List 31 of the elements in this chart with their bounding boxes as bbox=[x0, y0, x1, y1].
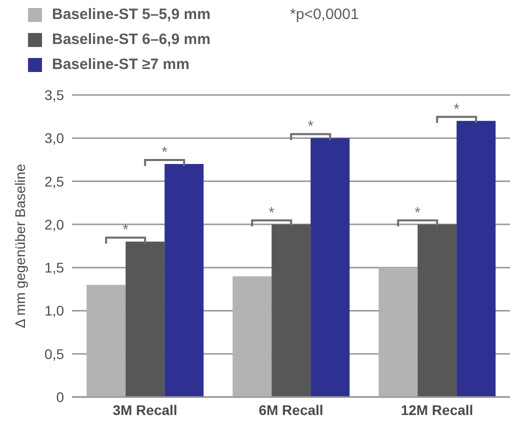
bar bbox=[86, 284, 126, 397]
y-tick-label: 3,0 bbox=[44, 130, 64, 146]
y-tick-label: 2,5 bbox=[44, 173, 64, 190]
annotation: * bbox=[454, 100, 460, 118]
y-axis-title: Δ mm gegenüber Baseline bbox=[12, 164, 28, 328]
x-tick-label: 3M Recall bbox=[112, 402, 178, 418]
bar bbox=[272, 224, 311, 397]
bar bbox=[456, 120, 496, 397]
x-tick-label: 6M Recall bbox=[258, 402, 324, 418]
annotation: * bbox=[162, 144, 168, 162]
y-tick-label: 3,5 bbox=[44, 86, 64, 103]
text: *p<0,0001 bbox=[290, 6, 359, 23]
annotation: * bbox=[122, 222, 129, 239]
y-tick-label: 1,5 bbox=[44, 260, 64, 276]
legend-label: Baseline-ST 6–6,9 mm bbox=[52, 31, 210, 48]
bar bbox=[232, 276, 272, 397]
y-tick-label: 1,0 bbox=[44, 302, 64, 319]
bar bbox=[164, 164, 204, 397]
y-tick-label: 0 bbox=[56, 388, 64, 405]
bar bbox=[126, 242, 165, 397]
legend-label: Baseline-ST ≥7 mm bbox=[52, 56, 190, 73]
y-tick-label: 2,0 bbox=[44, 216, 64, 232]
annotation: * bbox=[268, 204, 275, 222]
annotation: * bbox=[414, 204, 421, 222]
bar bbox=[378, 268, 418, 397]
annotation: * bbox=[308, 118, 314, 136]
bar bbox=[418, 224, 457, 397]
y-tick-label: 0,5 bbox=[44, 346, 64, 362]
bar bbox=[310, 138, 350, 397]
legend-label: Baseline-ST 5–5,9 mm bbox=[52, 6, 210, 23]
x-tick-label: 12M Recall bbox=[400, 402, 474, 418]
